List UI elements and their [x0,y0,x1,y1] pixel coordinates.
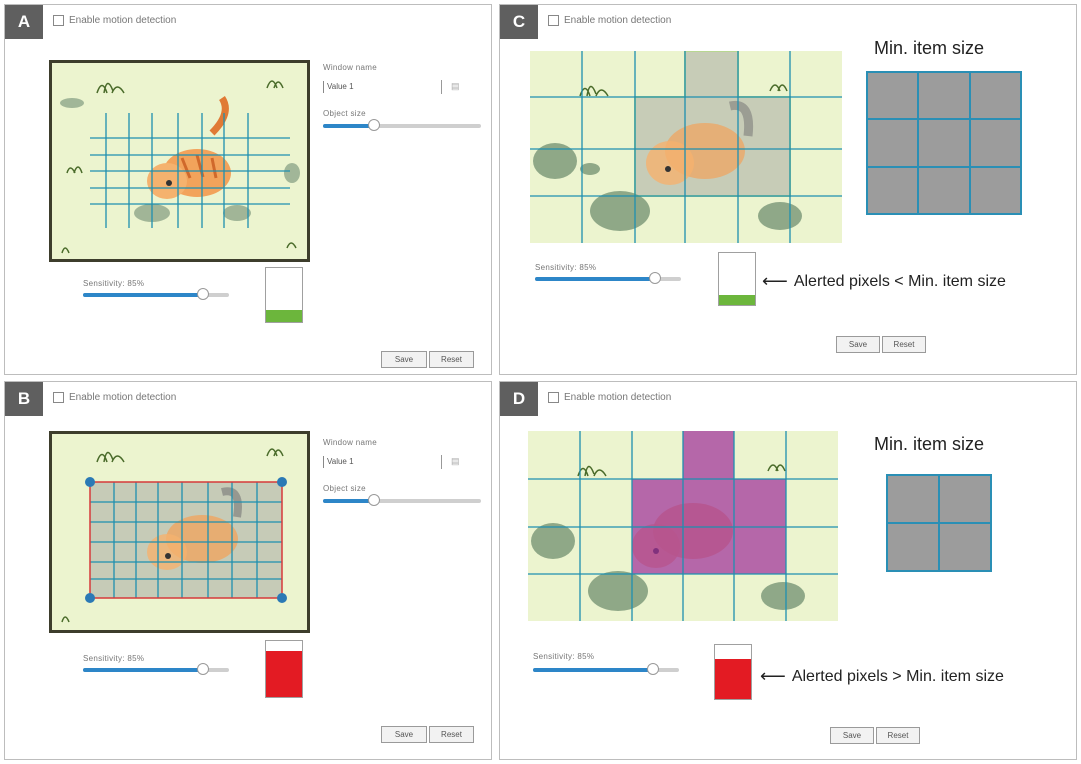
panel-letter: B [5,382,43,416]
alert-level [266,310,302,322]
arrow-left-icon: ⟵ [760,666,786,686]
alert-level [266,651,302,697]
window-name-input[interactable]: Value 1 [323,456,445,468]
cat-icon [147,96,231,199]
sensitivity-label: Sensitivity: 85% [533,652,595,661]
alert-meter [265,267,303,323]
camera-view[interactable] [49,431,310,633]
scene-svg [530,51,842,243]
alert-level [719,294,755,305]
min-item-size-grid [886,474,992,572]
grass-icon [579,84,788,97]
slider-fill [533,668,653,672]
slider-fill [83,668,203,672]
checkbox-icon[interactable] [53,15,64,26]
slider-fill [83,293,203,297]
detected-region [632,431,786,574]
camera-view[interactable] [530,51,842,243]
panel-a: A Enable motion detection [4,4,492,375]
min-item-size-title: Min. item size [874,38,985,58]
slider-knob[interactable] [648,272,661,284]
input-edge [441,455,442,469]
object-size-label: Object size [323,484,366,493]
slider-fill [323,124,374,128]
camera-view[interactable] [528,431,838,621]
scene-svg [61,448,287,623]
window-name-label: Window name [323,63,377,72]
min-item-size-title: Min. item size [874,434,985,454]
callout-text: Alerted pixels < Min. item size [793,272,1006,290]
object-size-label: Object size [323,109,366,118]
alert-meter [265,640,303,698]
panel-letter: C [500,5,538,39]
window-name-label: Window name [323,438,377,447]
save-button[interactable]: Save [381,351,427,368]
camera-view[interactable] [49,60,310,262]
checkbox-label: Enable motion detection [69,15,177,26]
panel-letter: D [500,382,538,416]
panel-d: D Enable motion detection [499,381,1077,760]
enable-motion-detection[interactable]: Enable motion detection [53,15,176,26]
save-button[interactable]: Save [836,336,880,353]
checkbox-label: Enable motion detection [564,392,672,403]
resize-handles [85,477,287,603]
arrow-left-icon: ⟵ [762,271,788,291]
checkbox-icon[interactable] [548,392,559,403]
callout-text: Alerted pixels > Min. item size [791,667,1004,685]
slider-knob[interactable] [367,119,380,131]
slider-knob[interactable] [646,663,659,675]
rock-icon [531,523,805,611]
object-size-slider[interactable] [323,119,481,131]
checkbox-icon[interactable] [53,392,64,403]
slider-knob[interactable] [196,663,209,675]
alert-callout: ⟵ Alerted pixels > Min. item size [760,666,1004,687]
grass-icon [61,80,297,254]
save-button[interactable]: Save [830,727,874,744]
sensitivity-slider[interactable] [83,663,229,675]
save-button[interactable]: Save [381,726,427,743]
cat-icon [147,487,242,570]
stepper-icon[interactable]: ▤ [451,456,460,466]
checkbox-icon[interactable] [548,15,559,26]
scene-svg [60,80,300,254]
reset-button[interactable]: Reset [429,726,474,743]
alert-level [715,658,751,699]
slider-fill [535,277,655,281]
sensitivity-slider[interactable] [83,288,229,300]
alert-meter [714,644,752,700]
reset-button[interactable]: Reset [429,351,474,368]
stepper-icon[interactable]: ▤ [451,81,460,91]
slider-knob[interactable] [367,494,380,506]
checkbox-label: Enable motion detection [564,15,672,26]
scene-svg [528,431,838,621]
sensitivity-label: Sensitivity: 85% [535,263,597,272]
grass-icon [61,448,284,623]
enable-motion-detection[interactable]: Enable motion detection [548,15,671,26]
panel-b: B Enable motion detection [4,381,492,760]
grass-icon [577,464,786,477]
sensitivity-label: Sensitivity: 85% [83,654,145,663]
enable-motion-detection[interactable]: Enable motion detection [548,392,671,403]
reset-button[interactable]: Reset [876,727,920,744]
slider-fill [323,499,374,503]
sensitivity-slider[interactable] [533,663,679,675]
alert-meter [718,252,756,306]
sensitivity-slider[interactable] [535,272,681,284]
min-item-size-grid [866,71,1022,215]
panel-c: C Enable motion detection [499,4,1077,375]
window-name-input[interactable]: Value 1 [323,81,445,93]
slider-knob[interactable] [196,288,209,300]
sensitivity-label: Sensitivity: 85% [83,279,145,288]
enable-motion-detection[interactable]: Enable motion detection [53,392,176,403]
panel-letter: A [5,5,43,39]
object-size-slider[interactable] [323,494,481,506]
checkbox-label: Enable motion detection [69,392,177,403]
input-edge [441,80,442,94]
alert-callout: ⟵ Alerted pixels < Min. item size [762,271,1006,292]
reset-button[interactable]: Reset [882,336,926,353]
detection-rect [89,481,283,599]
